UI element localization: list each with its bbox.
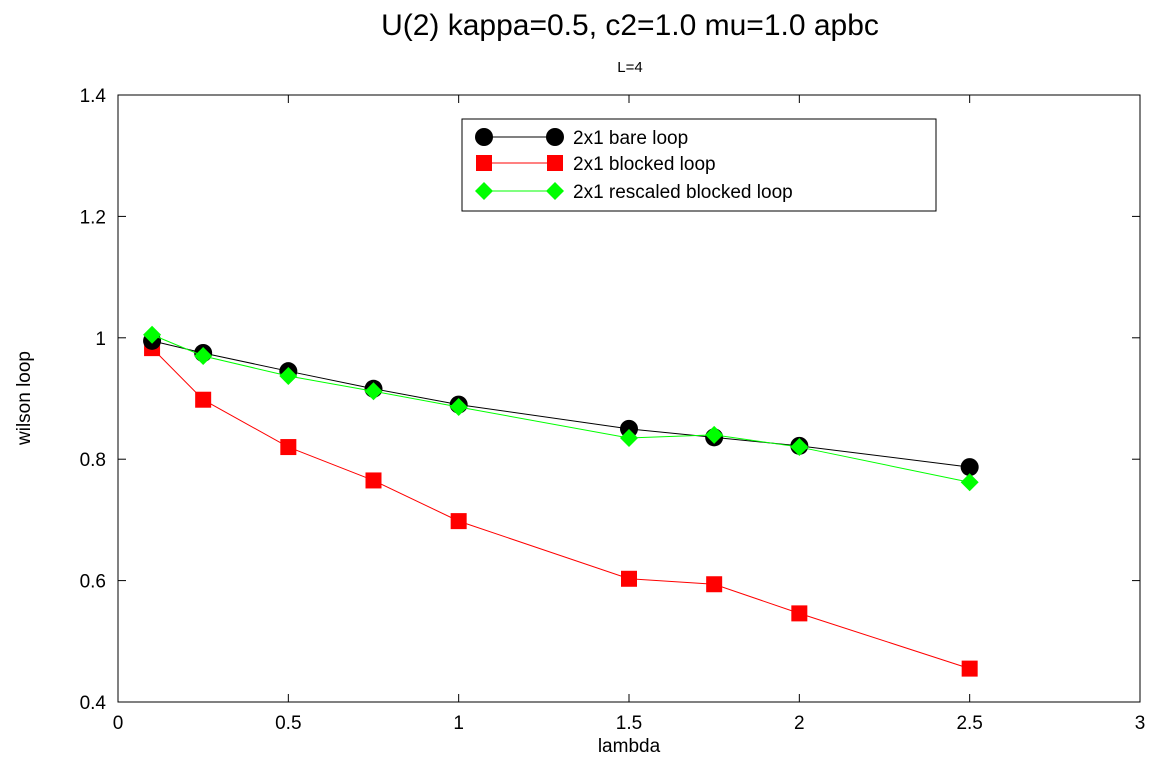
y-tick-label: 0.8	[80, 450, 106, 471]
x-tick-label: 2	[794, 713, 805, 734]
x-tick-label: 1.5	[616, 713, 642, 734]
legend: 2x1 bare loop 2x1 blocked loop 2x1 rescale…	[461, 118, 937, 212]
legend-item: 2x1 blocked loop	[476, 154, 716, 175]
data-point	[620, 419, 638, 438]
data-point	[706, 576, 723, 593]
series-line	[151, 340, 970, 468]
x-tick-label: 3	[1135, 713, 1146, 734]
x-tick-label: 0	[113, 713, 124, 734]
data-point	[621, 570, 637, 587]
legend-label: 2x1 rescaled blocked loop	[573, 182, 793, 203]
series-circle	[143, 331, 979, 477]
series-layer	[143, 325, 979, 677]
x-tick-label: 1	[453, 713, 464, 734]
data-point	[790, 438, 809, 457]
y-tick-label: 1.4	[80, 86, 107, 107]
y-tick-label: 1	[95, 329, 106, 350]
legend-marker	[547, 155, 563, 171]
data-point	[620, 428, 638, 447]
x-tick-label: 0.5	[275, 713, 301, 734]
legend-marker	[475, 182, 493, 200]
data-point	[143, 325, 162, 344]
data-point	[194, 347, 213, 366]
data-point	[705, 425, 724, 444]
data-point	[960, 473, 979, 492]
y-tick-label: 0.4	[80, 693, 107, 714]
data-point	[365, 472, 382, 489]
legend-box	[461, 118, 937, 212]
legend-marker	[546, 182, 564, 200]
legend-item: 2x1 bare loop	[475, 128, 688, 149]
legend-marker	[475, 128, 493, 146]
legend-marker	[476, 155, 492, 171]
data-point	[449, 397, 468, 416]
data-point	[961, 660, 978, 677]
series-diamond	[143, 325, 979, 492]
series-line	[151, 347, 970, 670]
legend-marker	[546, 128, 564, 146]
data-point	[364, 382, 383, 401]
data-point	[960, 458, 979, 477]
chart-subtitle: L=4	[617, 59, 642, 76]
x-axis-label: lambda	[598, 736, 661, 757]
series-line	[151, 334, 970, 483]
axis-ticks: 0 0.5 1 1.5 2 2.5 3 0.4 0.6 0.8 1 1.2 1.4	[80, 86, 1146, 734]
data-point	[279, 367, 298, 386]
x-tick-label: 2.5	[956, 713, 982, 734]
chart-title: U(2) kappa=0.5, c2=1.0 mu=1.0 apbc	[381, 9, 879, 42]
y-axis-label: wilson loop	[14, 351, 35, 446]
legend-label: 2x1 bare loop	[573, 128, 688, 149]
y-tick-label: 0.6	[80, 572, 106, 593]
data-point	[791, 605, 808, 622]
legend-item: 2x1 rescaled blocked loop	[475, 182, 793, 203]
data-point	[195, 391, 212, 408]
data-point	[450, 513, 467, 530]
legend-label: 2x1 blocked loop	[573, 154, 716, 175]
data-point	[280, 439, 297, 456]
y-tick-label: 1.2	[80, 207, 106, 228]
series-square	[144, 340, 978, 677]
